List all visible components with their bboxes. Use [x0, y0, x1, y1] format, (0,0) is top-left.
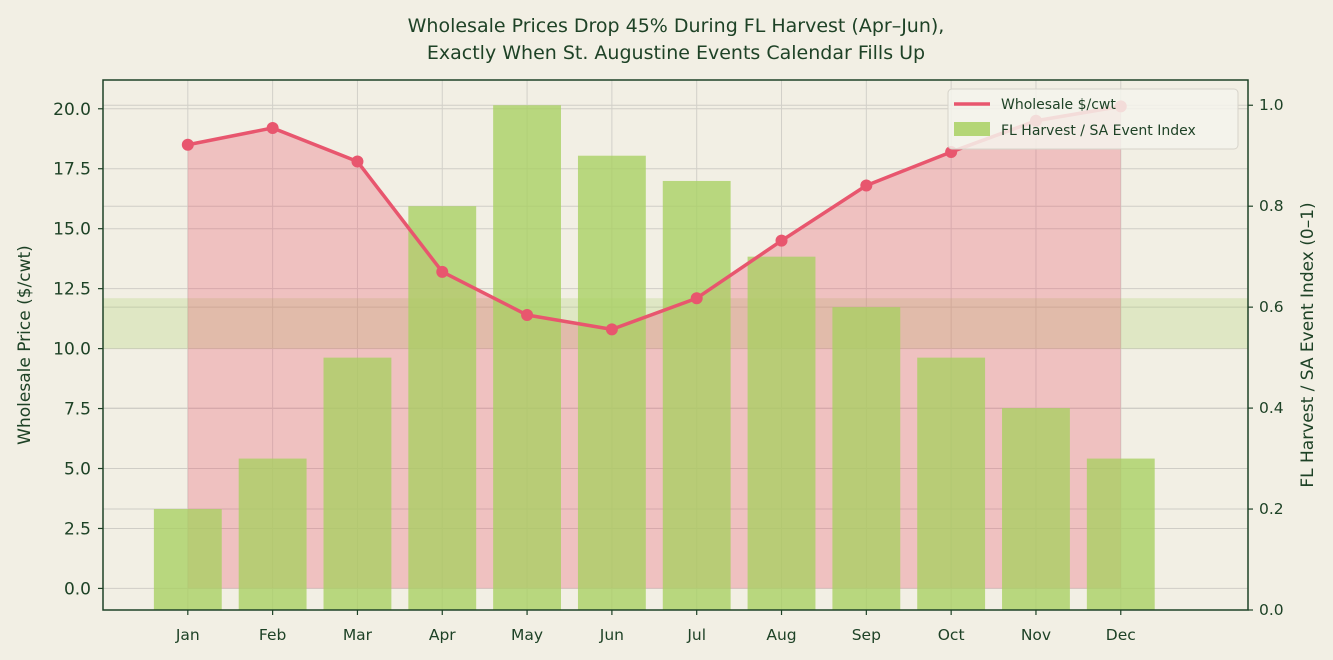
wholesale-point-apr	[436, 265, 449, 278]
x-tick-label-2: Mar	[343, 626, 373, 644]
y-tick-label-2: 5.0	[64, 460, 91, 480]
legend-box	[947, 88, 1239, 150]
bar-oct	[917, 357, 986, 610]
bar-jul	[662, 180, 731, 610]
bar-jun	[577, 155, 646, 610]
wholesale-point-jun	[605, 323, 618, 336]
y-axis-label-left: Wholesale Price ($/cwt)	[15, 245, 35, 445]
legend-swatch-index	[954, 122, 990, 136]
y-right-tick-label-2: 0.4	[1259, 399, 1284, 417]
chart-title-line-1: Wholesale Prices Drop 45% During FL Harv…	[408, 15, 945, 37]
wholesale-point-jan	[181, 138, 194, 151]
legend-label-wholesale: Wholesale $/cwt	[1001, 97, 1116, 113]
bar-may	[493, 105, 561, 610]
plot-frame	[102, 79, 1249, 611]
x-tick-label-0: Jan	[175, 626, 200, 644]
x-tick-label-11: Dec	[1106, 626, 1136, 644]
wholesale-point-sep	[860, 179, 873, 192]
index-bars	[153, 105, 1155, 610]
wholesale-point-feb	[266, 121, 279, 134]
wholesale-point-jul	[690, 292, 703, 305]
y-right-tick-label-0: 0.0	[1259, 601, 1284, 619]
legend-label-index: FL Harvest / SA Event Index	[1001, 123, 1196, 139]
x-tick-label-7: Aug	[766, 626, 796, 644]
chart-title-line-2: Exactly When St. Augustine Events Calend…	[427, 42, 925, 64]
x-tick-label-9: Oct	[938, 626, 965, 644]
y-right-tick-label-1: 0.2	[1259, 500, 1284, 518]
y-tick-label-7: 17.5	[53, 160, 91, 180]
y-right-tick-label-5: 1.0	[1259, 96, 1284, 114]
bar-dec	[1086, 458, 1155, 610]
x-tick-label-10: Nov	[1021, 626, 1051, 644]
bar-feb	[238, 458, 307, 610]
x-tick-label-3: Apr	[429, 626, 456, 644]
x-tick-label-1: Feb	[259, 626, 286, 644]
bar-mar	[323, 357, 392, 610]
bar-aug	[747, 256, 816, 610]
y-right-tick-label-4: 0.8	[1259, 197, 1284, 215]
bar-sep	[832, 307, 901, 610]
y-tick-label-4: 10.0	[53, 340, 91, 360]
axes	[102, 79, 1249, 611]
y-tick-label-0: 0.0	[64, 579, 91, 599]
y-tick-label-1: 2.5	[64, 519, 91, 539]
x-tick-label-6: Jul	[686, 626, 706, 644]
wholesale-point-may	[521, 309, 534, 322]
x-tick-label-5: Jun	[599, 626, 624, 644]
y-right-tick-label-3: 0.6	[1259, 298, 1284, 316]
x-tick-label-8: Sep	[852, 626, 881, 644]
y-tick-label-8: 20.0	[53, 100, 91, 120]
wholesale-point-aug	[775, 234, 788, 247]
bar-jan	[153, 509, 222, 610]
legend: Wholesale $/cwt FL Harvest / SA Event Ind…	[947, 88, 1239, 150]
y-tick-label-6: 15.0	[53, 220, 91, 240]
y-tick-label-5: 12.5	[53, 280, 91, 300]
ticks: 0.0 2.5 5.0 7.5 10.0 12.5 15.0 17.5 20.0 0.0 0.2 0.…	[53, 96, 1284, 644]
y-tick-label-3: 7.5	[64, 400, 91, 420]
y-axis-label-right: FL Harvest / SA Event Index (0–1)	[1298, 202, 1318, 487]
x-tick-label-4: May	[511, 626, 543, 644]
wholesale-point-mar	[351, 155, 364, 168]
bar-nov	[1002, 408, 1070, 610]
